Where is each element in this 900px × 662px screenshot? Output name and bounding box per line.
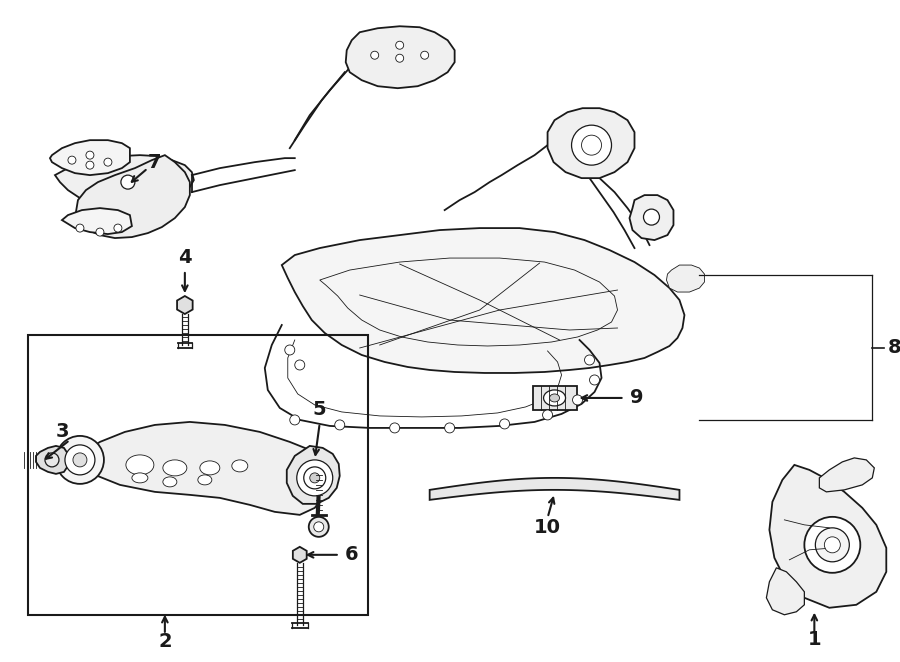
Circle shape xyxy=(65,445,94,475)
Polygon shape xyxy=(767,568,805,615)
Polygon shape xyxy=(282,228,685,373)
Polygon shape xyxy=(50,140,130,175)
Polygon shape xyxy=(292,547,307,563)
Polygon shape xyxy=(80,422,329,515)
Circle shape xyxy=(309,517,328,537)
Circle shape xyxy=(96,228,104,236)
Circle shape xyxy=(371,51,379,59)
Ellipse shape xyxy=(126,455,154,475)
Polygon shape xyxy=(36,446,68,474)
Circle shape xyxy=(420,51,428,59)
Circle shape xyxy=(86,151,94,159)
Circle shape xyxy=(335,420,345,430)
Text: 1: 1 xyxy=(807,630,821,649)
Circle shape xyxy=(314,522,324,532)
Ellipse shape xyxy=(550,394,560,402)
Bar xyxy=(28,335,368,615)
Text: 10: 10 xyxy=(534,518,561,538)
Circle shape xyxy=(805,517,860,573)
Polygon shape xyxy=(429,478,680,500)
Circle shape xyxy=(445,423,455,433)
Text: 9: 9 xyxy=(630,389,644,407)
Polygon shape xyxy=(76,155,190,238)
Polygon shape xyxy=(533,386,577,410)
Circle shape xyxy=(76,224,84,232)
Polygon shape xyxy=(177,296,193,314)
Text: 7: 7 xyxy=(148,153,162,171)
Circle shape xyxy=(86,161,94,169)
Circle shape xyxy=(396,54,404,62)
Polygon shape xyxy=(629,195,673,240)
Text: 4: 4 xyxy=(178,248,192,267)
Circle shape xyxy=(500,419,509,429)
Circle shape xyxy=(572,125,611,165)
Circle shape xyxy=(295,360,305,370)
Circle shape xyxy=(390,423,400,433)
Ellipse shape xyxy=(200,461,220,475)
Ellipse shape xyxy=(163,477,177,487)
Circle shape xyxy=(114,224,122,232)
Text: 2: 2 xyxy=(158,632,172,651)
Polygon shape xyxy=(55,155,194,208)
Circle shape xyxy=(396,41,404,49)
Circle shape xyxy=(45,453,59,467)
Circle shape xyxy=(644,209,660,225)
Circle shape xyxy=(584,355,595,365)
Text: 6: 6 xyxy=(345,545,358,564)
Polygon shape xyxy=(547,108,634,178)
Circle shape xyxy=(68,156,76,164)
Circle shape xyxy=(304,467,326,489)
Polygon shape xyxy=(819,458,874,492)
Polygon shape xyxy=(346,26,454,88)
Text: 5: 5 xyxy=(313,401,327,420)
Polygon shape xyxy=(770,465,886,608)
Ellipse shape xyxy=(232,460,248,472)
Circle shape xyxy=(56,436,104,484)
Circle shape xyxy=(815,528,850,562)
Circle shape xyxy=(590,375,599,385)
Text: 8: 8 xyxy=(887,338,900,357)
Circle shape xyxy=(543,410,553,420)
Circle shape xyxy=(824,537,841,553)
Ellipse shape xyxy=(544,390,565,406)
Circle shape xyxy=(104,158,112,166)
Ellipse shape xyxy=(198,475,212,485)
Circle shape xyxy=(73,453,87,467)
Polygon shape xyxy=(287,446,339,504)
Circle shape xyxy=(121,175,135,189)
Circle shape xyxy=(284,345,295,355)
Polygon shape xyxy=(62,208,132,234)
Circle shape xyxy=(572,395,582,405)
Circle shape xyxy=(290,415,300,425)
Text: 3: 3 xyxy=(55,422,68,442)
Circle shape xyxy=(310,473,320,483)
Circle shape xyxy=(297,460,333,496)
Polygon shape xyxy=(667,265,705,292)
Ellipse shape xyxy=(163,460,187,476)
Ellipse shape xyxy=(132,473,148,483)
